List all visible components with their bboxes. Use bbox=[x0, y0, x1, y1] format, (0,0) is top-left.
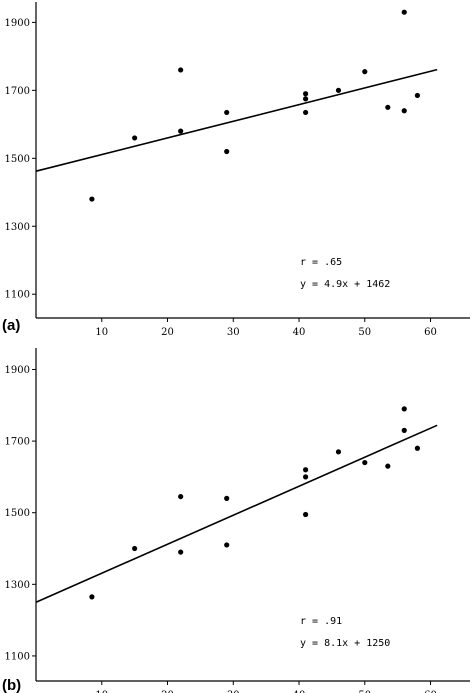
data-point bbox=[414, 445, 420, 451]
equation-annotation: y = 4.9x + 1462 bbox=[300, 279, 390, 290]
x-tick-label: 60 bbox=[424, 327, 437, 338]
y-tick-label: 1900 bbox=[5, 365, 30, 376]
y-tick-label: 1100 bbox=[5, 651, 30, 662]
x-tick-label: 30 bbox=[227, 690, 240, 693]
panel-label: (a) bbox=[2, 317, 20, 334]
data-point bbox=[224, 495, 230, 501]
data-point bbox=[303, 511, 309, 518]
x-tick-label: 10 bbox=[95, 327, 108, 338]
data-point bbox=[303, 91, 309, 97]
data-point bbox=[385, 104, 391, 110]
panel-a: 1100 1300 1500 1700 1900 10 20 30 40 50 60 r = .65 y… bbox=[2, 2, 470, 338]
data-point bbox=[178, 128, 184, 134]
regression-line bbox=[35, 68, 438, 172]
data-point bbox=[178, 67, 184, 73]
y-tick-label: 1100 bbox=[5, 290, 30, 301]
data-point bbox=[89, 594, 95, 600]
x-tick-label: 50 bbox=[358, 690, 371, 693]
y-tick-label: 1300 bbox=[5, 222, 30, 233]
correlation-annotation: r = .91 bbox=[300, 616, 342, 627]
data-point bbox=[224, 148, 230, 155]
x-tick-label: 40 bbox=[293, 327, 306, 338]
data-point bbox=[224, 109, 230, 116]
panel-b: 1100 1300 1500 1700 1900 10 20 30 40 50 60 r = .91 y… bbox=[2, 348, 470, 693]
x-tick-label: 20 bbox=[161, 690, 174, 693]
data-point bbox=[178, 549, 184, 555]
data-point bbox=[132, 545, 138, 552]
y-tick-label: 1500 bbox=[5, 508, 30, 519]
x-tick-label: 50 bbox=[358, 327, 371, 338]
x-tick-label: 20 bbox=[161, 327, 174, 338]
data-point bbox=[224, 542, 230, 548]
x-tick-label: 40 bbox=[293, 690, 306, 693]
data-point bbox=[401, 9, 407, 15]
data-point bbox=[335, 87, 342, 93]
data-point bbox=[303, 474, 309, 480]
y-tick-label: 1900 bbox=[5, 18, 30, 29]
data-point bbox=[362, 459, 368, 466]
data-point bbox=[303, 109, 309, 116]
data-point bbox=[401, 427, 407, 433]
x-tick-label: 10 bbox=[95, 690, 108, 693]
data-point bbox=[178, 493, 184, 500]
panel-label: (b) bbox=[2, 677, 21, 693]
data-point bbox=[401, 108, 407, 114]
data-point bbox=[89, 196, 95, 202]
y-tick-label: 1700 bbox=[5, 437, 30, 448]
data-point bbox=[335, 449, 342, 455]
correlation-annotation: r = .65 bbox=[300, 257, 342, 268]
data-point bbox=[414, 92, 420, 99]
data-point bbox=[385, 463, 391, 469]
x-tick-label: 30 bbox=[227, 327, 240, 338]
data-point bbox=[303, 467, 309, 473]
y-tick-label: 1700 bbox=[5, 86, 30, 97]
y-tick-label: 1500 bbox=[5, 154, 30, 165]
y-tick-label: 1300 bbox=[5, 580, 30, 591]
data-point bbox=[362, 69, 368, 75]
regression-line bbox=[35, 424, 438, 603]
data-point bbox=[132, 135, 138, 141]
x-tick-label: 60 bbox=[424, 690, 437, 693]
data-point bbox=[303, 96, 309, 102]
data-point bbox=[401, 406, 407, 412]
equation-annotation: y = 8.1x + 1250 bbox=[300, 638, 390, 649]
